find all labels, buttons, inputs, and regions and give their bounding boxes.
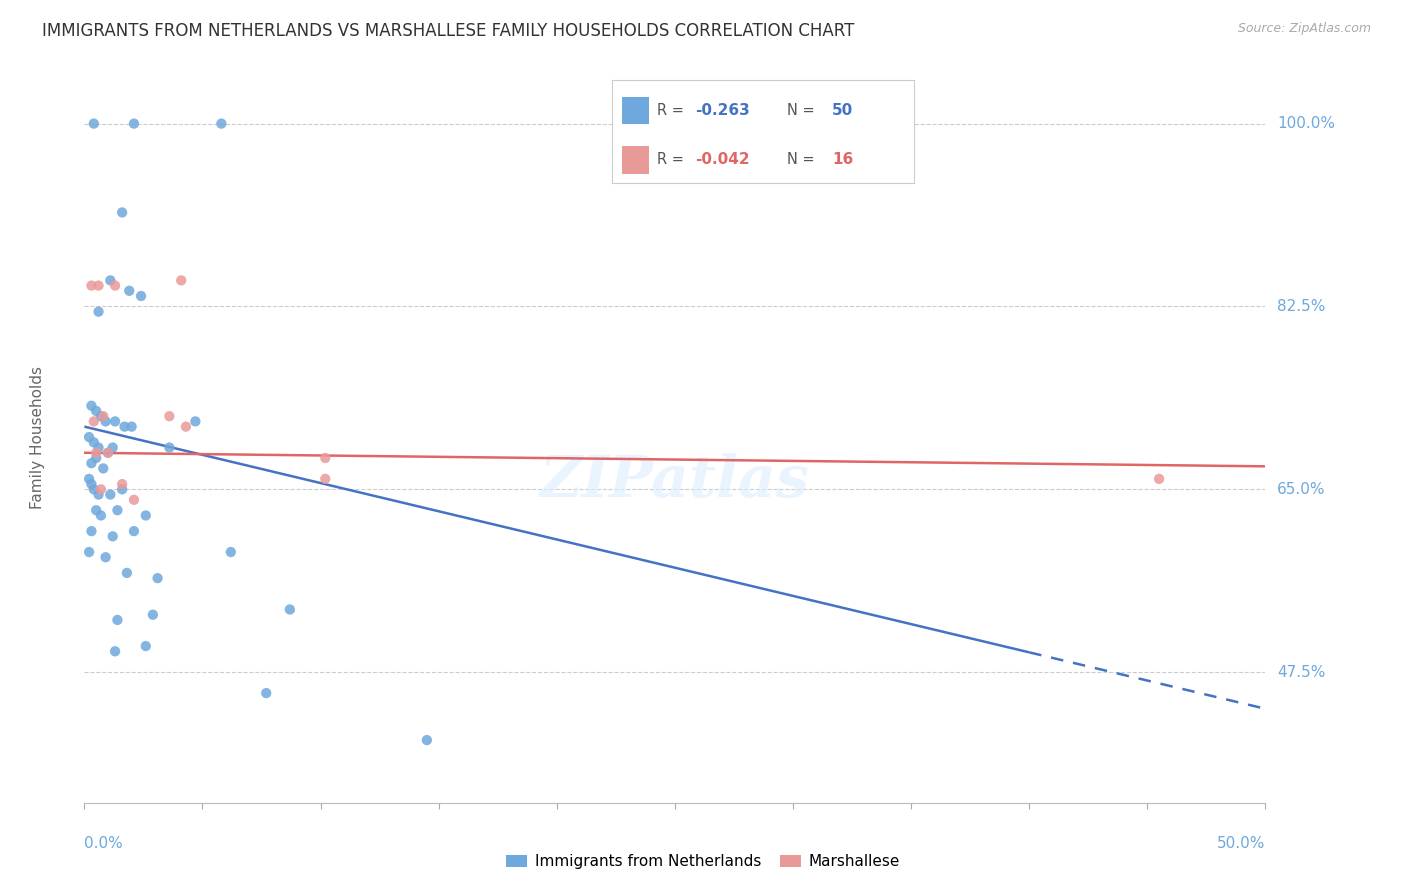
- Point: [104, 414, 127, 428]
- Point: [278, 602, 301, 616]
- Text: 82.5%: 82.5%: [1277, 299, 1326, 314]
- Point: [83, 414, 105, 428]
- Point: [111, 477, 134, 491]
- Text: -0.042: -0.042: [695, 152, 749, 167]
- Point: [80, 399, 103, 413]
- Point: [104, 644, 127, 658]
- Point: [77, 430, 100, 444]
- Point: [91, 409, 114, 424]
- Text: Source: ZipAtlas.com: Source: ZipAtlas.com: [1237, 22, 1371, 36]
- Point: [174, 419, 197, 434]
- Point: [87, 304, 110, 318]
- Text: -0.263: -0.263: [695, 103, 749, 118]
- Point: [97, 446, 120, 460]
- Point: [254, 686, 277, 700]
- Point: [129, 289, 152, 303]
- Text: 50.0%: 50.0%: [1218, 836, 1265, 851]
- Point: [83, 435, 105, 450]
- Point: [87, 278, 110, 293]
- Point: [122, 524, 145, 538]
- Point: [146, 571, 169, 585]
- Point: [111, 205, 134, 219]
- Point: [98, 273, 121, 287]
- FancyBboxPatch shape: [623, 146, 650, 174]
- Point: [80, 524, 103, 538]
- Point: [90, 409, 112, 424]
- Point: [83, 483, 105, 497]
- Point: [80, 456, 103, 470]
- Point: [90, 483, 112, 497]
- Point: [157, 441, 180, 455]
- Point: [107, 503, 129, 517]
- Point: [101, 529, 124, 543]
- Point: [314, 450, 336, 465]
- Point: [90, 508, 112, 523]
- Point: [121, 419, 143, 434]
- Point: [184, 414, 207, 428]
- Point: [107, 613, 129, 627]
- Point: [416, 733, 439, 747]
- Legend: Immigrants from Netherlands, Marshallese: Immigrants from Netherlands, Marshallese: [499, 848, 907, 875]
- Text: Family Households: Family Households: [30, 366, 45, 508]
- Text: 47.5%: 47.5%: [1277, 665, 1326, 680]
- Text: N =: N =: [787, 103, 820, 118]
- Point: [118, 284, 141, 298]
- Point: [135, 639, 157, 653]
- Text: R =: R =: [657, 103, 689, 118]
- Point: [94, 550, 117, 565]
- Point: [91, 461, 114, 475]
- Point: [97, 446, 120, 460]
- Point: [80, 278, 103, 293]
- Point: [94, 414, 117, 428]
- Point: [1147, 472, 1170, 486]
- Point: [104, 278, 127, 293]
- Point: [101, 441, 124, 455]
- Point: [219, 545, 242, 559]
- Point: [170, 273, 193, 287]
- Point: [135, 508, 157, 523]
- Point: [77, 472, 100, 486]
- Point: [98, 487, 121, 501]
- Point: [87, 441, 110, 455]
- Text: 50: 50: [832, 103, 853, 118]
- FancyBboxPatch shape: [623, 96, 650, 124]
- Point: [87, 487, 110, 501]
- Point: [80, 477, 103, 491]
- Point: [84, 450, 107, 465]
- Point: [209, 117, 232, 131]
- Point: [115, 566, 138, 580]
- Point: [122, 117, 145, 131]
- Point: [314, 472, 336, 486]
- Text: 0.0%: 0.0%: [84, 836, 124, 851]
- Point: [84, 446, 107, 460]
- Point: [114, 419, 136, 434]
- Point: [77, 545, 100, 559]
- Point: [84, 404, 107, 418]
- Text: IMMIGRANTS FROM NETHERLANDS VS MARSHALLESE FAMILY HOUSEHOLDS CORRELATION CHART: IMMIGRANTS FROM NETHERLANDS VS MARSHALLE…: [42, 22, 855, 40]
- Point: [157, 409, 180, 424]
- Point: [84, 503, 107, 517]
- Text: 65.0%: 65.0%: [1277, 482, 1326, 497]
- Text: 16: 16: [832, 152, 853, 167]
- Point: [111, 483, 134, 497]
- Text: R =: R =: [657, 152, 689, 167]
- Point: [83, 117, 105, 131]
- Point: [142, 607, 165, 622]
- Text: N =: N =: [787, 152, 820, 167]
- Text: ZIPatlas: ZIPatlas: [540, 453, 810, 509]
- Point: [122, 492, 145, 507]
- Text: 100.0%: 100.0%: [1277, 116, 1336, 131]
